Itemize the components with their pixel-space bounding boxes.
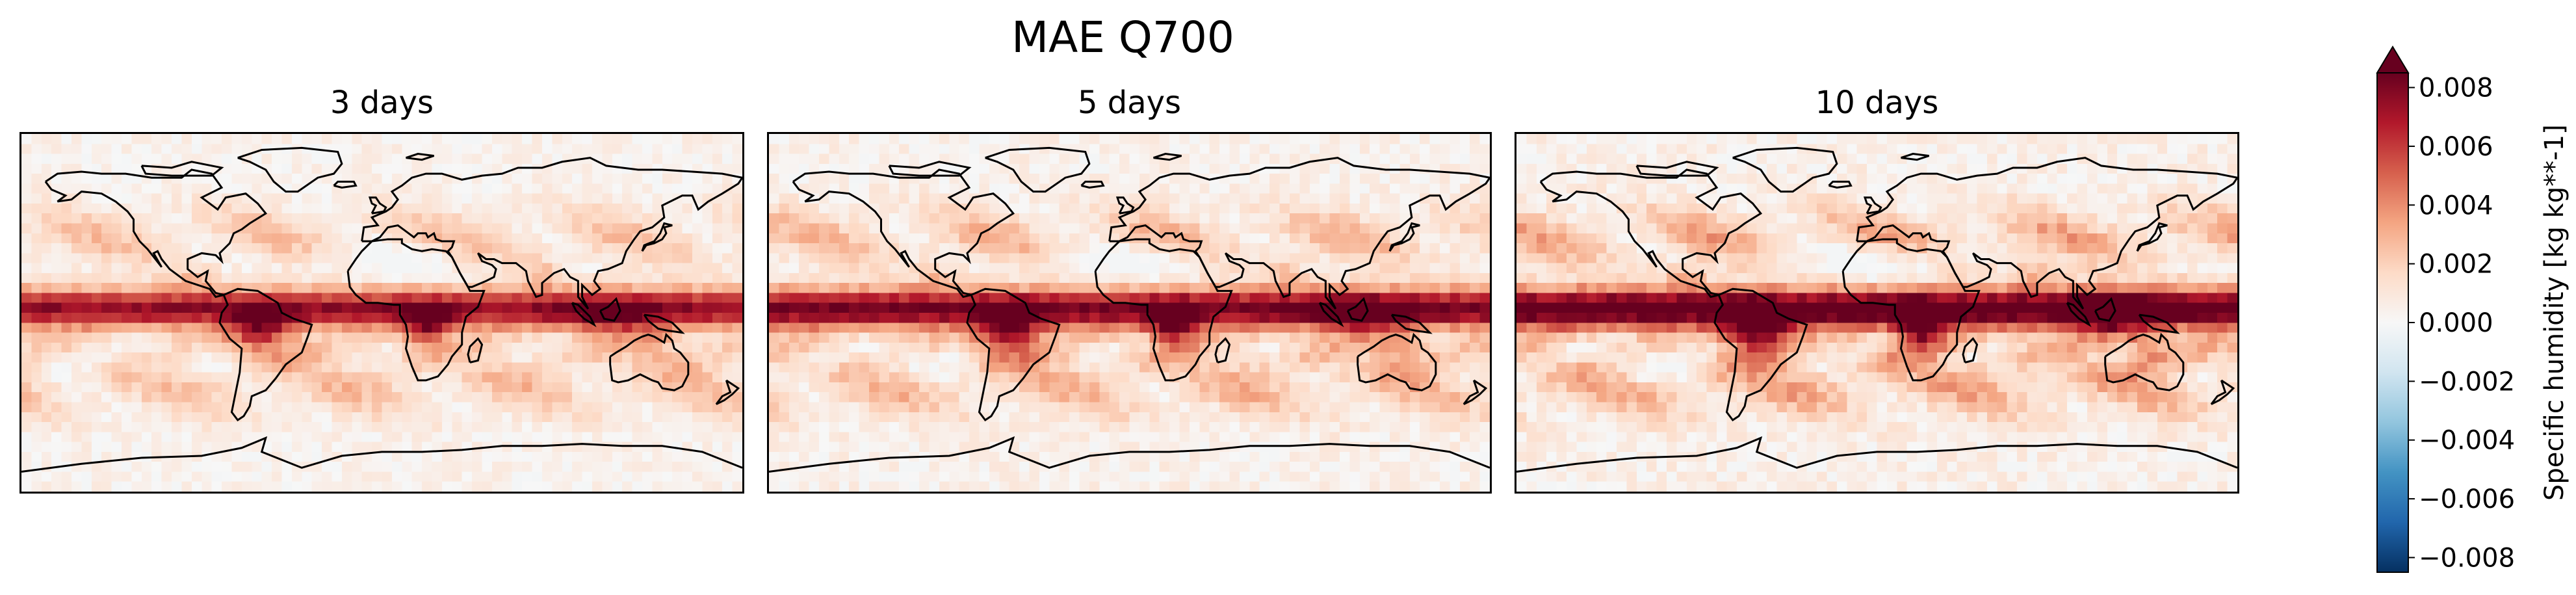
coastline-segment	[2095, 299, 2115, 321]
coastline-segment	[1516, 438, 2237, 472]
heatmap-grid	[1516, 134, 2237, 492]
colorbar-tick-label: 0.002	[2419, 250, 2493, 280]
coastline-segment	[1095, 239, 1231, 380]
map-panel-3-days	[20, 132, 744, 494]
colorbar-extend-max	[2376, 46, 2410, 73]
coastlines	[769, 134, 1490, 492]
coastline-segment	[985, 148, 1089, 191]
coastline-segment	[2139, 315, 2178, 333]
coastline-segment	[1347, 299, 1368, 321]
coastline-segment	[889, 162, 969, 176]
coastline-segment	[1541, 170, 1761, 297]
coastline-segment	[2105, 335, 2183, 391]
coastline-segment	[1082, 181, 1104, 187]
heatmap-grid	[769, 134, 1490, 492]
coastline-segment	[21, 438, 742, 472]
colorbar-tick-label: 0.008	[2419, 73, 2493, 103]
coastline-segment	[370, 198, 386, 213]
coastline-segment	[716, 380, 738, 404]
colorbar-tick-label: −0.006	[2419, 484, 2515, 514]
colorbar-tick-label: −0.004	[2419, 426, 2515, 456]
coastline-segment	[1117, 198, 1134, 213]
colorbar-tick-label: 0.006	[2419, 132, 2493, 162]
panel-title-3-days: 3 days	[330, 85, 434, 121]
colorbar-gradient	[2377, 73, 2408, 572]
coastline-segment	[1110, 158, 1490, 309]
coastline-segment	[1901, 154, 1929, 160]
coastline-segment	[1390, 224, 1420, 252]
coastline-segment	[1865, 198, 1881, 213]
figure-title: MAE Q700	[1011, 12, 1234, 62]
coastlines	[1516, 134, 2237, 492]
coastline-segment	[1153, 154, 1181, 160]
coastline-segment	[1216, 339, 1230, 363]
colorbar-tick-label: −0.008	[2419, 543, 2515, 573]
coastline-segment	[406, 154, 434, 160]
coastline-segment	[642, 224, 672, 252]
coastline-segment	[1857, 158, 2237, 309]
coastline-segment	[1637, 162, 1717, 176]
panel-title-5-days: 5 days	[1077, 85, 1182, 121]
coastline-segment	[2211, 380, 2233, 404]
coastline-segment	[572, 303, 594, 325]
coastline-segment	[793, 170, 1013, 297]
coastline-segment	[1392, 315, 1430, 333]
map-panel-10-days	[1515, 132, 2239, 494]
coastline-segment	[1829, 181, 1851, 187]
coastline-segment	[334, 181, 356, 187]
colorbar-label: Specific humidity [kg kg**-1]	[2540, 124, 2569, 501]
coastline-segment	[362, 158, 742, 309]
colorbar-tick-label: 0.000	[2419, 308, 2493, 338]
coastline-segment	[600, 299, 620, 321]
coastline-segment	[1843, 239, 1979, 380]
map-panel-5-days	[767, 132, 1492, 494]
coastlines	[21, 134, 742, 492]
coastline-segment	[468, 339, 482, 363]
coastline-segment	[1963, 339, 1977, 363]
coastline-segment	[2067, 303, 2089, 325]
coastline-segment	[1464, 380, 1486, 404]
coastline-segment	[220, 289, 312, 420]
coastline-segment	[238, 148, 342, 191]
panel-title-10-days: 10 days	[1815, 85, 1939, 121]
colorbar-svg: 0.008 0.006 0.004 0.002 0.000 −0.002 −0.004 −0.…	[2376, 46, 2515, 573]
coastline-segment	[1358, 335, 1436, 391]
coastline-segment	[46, 170, 266, 297]
coastline-segment	[610, 335, 688, 391]
colorbar: 0.008 0.006 0.004 0.002 0.000 −0.002 −0.004 −0.…	[2376, 46, 2571, 579]
coastline-segment	[2137, 224, 2167, 252]
coastline-segment	[1715, 289, 1807, 420]
coastline-segment	[967, 289, 1060, 420]
coastline-segment	[769, 438, 1490, 472]
coastline-segment	[348, 239, 484, 380]
colorbar-tick-label: −0.002	[2419, 367, 2515, 397]
coastline-segment	[1733, 148, 1837, 191]
colorbar-tick-label: 0.004	[2419, 191, 2493, 220]
heatmap-grid	[21, 134, 742, 492]
coastline-segment	[142, 162, 222, 176]
coastline-segment	[1320, 303, 1342, 325]
coastline-segment	[644, 315, 683, 333]
